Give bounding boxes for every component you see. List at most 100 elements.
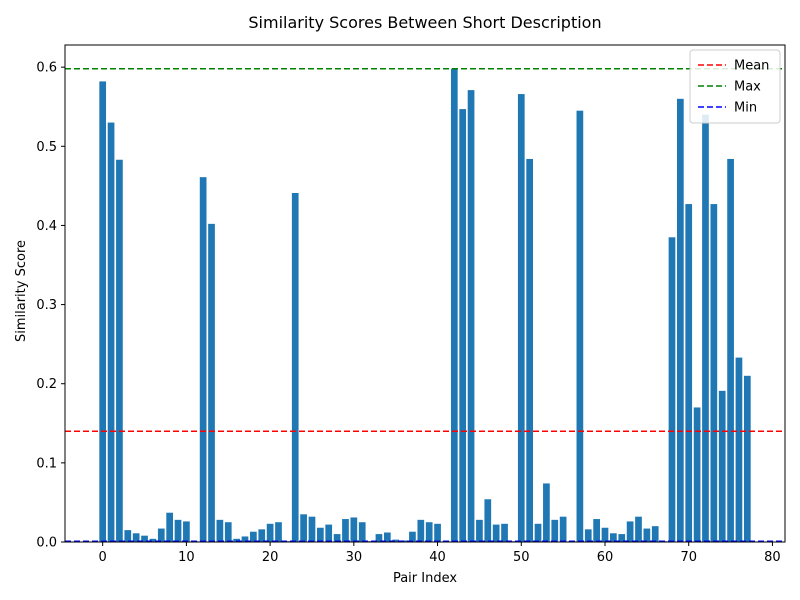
bar-17: [241, 536, 249, 542]
bar-50: [517, 94, 525, 542]
reference-lines-layer: [65, 67, 785, 542]
bar-30: [350, 517, 358, 542]
bar-46: [484, 499, 492, 542]
bar-40: [434, 523, 441, 542]
bar-57: [576, 110, 584, 542]
bar-64: [635, 516, 642, 542]
y-ticks-layer: 0.0 0.1 0.2 0.3 0.4 0.5 0.6: [36, 61, 65, 551]
bar-68: [668, 237, 676, 542]
bar-58: [584, 529, 592, 542]
bar-59: [593, 519, 600, 542]
bar-34: [383, 532, 391, 542]
bar-37: [409, 531, 416, 542]
y-tick-label: 0.5: [36, 140, 57, 155]
bar-61: [610, 533, 617, 542]
bar-4: [132, 533, 140, 542]
x-tick-label: 70: [680, 550, 697, 565]
bar-54: [551, 519, 559, 542]
x-tick-label: 20: [262, 550, 279, 565]
bar-21: [275, 522, 282, 542]
bar-20: [266, 523, 274, 542]
bar-16: [233, 538, 240, 542]
bar-53: [543, 483, 550, 542]
bar-69: [677, 98, 684, 542]
bar-73: [710, 204, 718, 542]
bar-5: [141, 535, 148, 542]
bar-6: [149, 538, 157, 542]
bar-66: [651, 526, 659, 542]
x-tick-label: 30: [346, 550, 363, 565]
bar-18: [250, 531, 257, 542]
bar-51: [526, 158, 533, 542]
bar-55: [559, 516, 567, 542]
x-axis-label: Pair Index: [393, 571, 457, 586]
bar-76: [735, 357, 743, 542]
bar-33: [375, 534, 383, 542]
x-tick-label: 60: [597, 550, 614, 565]
bars-layer: [99, 68, 751, 543]
bar-62: [618, 534, 626, 542]
bar-42: [450, 68, 458, 543]
bar-27: [325, 524, 333, 542]
bar-74: [718, 390, 726, 542]
bar-15: [224, 522, 232, 542]
bar-52: [534, 523, 542, 542]
bar-0: [99, 81, 107, 543]
bar-19: [258, 529, 266, 542]
bar-7: [157, 528, 165, 542]
bar-35: [392, 539, 400, 542]
bar-25: [308, 516, 316, 542]
y-tick-label: 0.1: [36, 456, 57, 471]
y-tick-label: 0.0: [36, 536, 57, 551]
bar-10: [183, 521, 190, 542]
y-tick-label: 0.3: [36, 298, 57, 313]
bar-72: [702, 114, 709, 542]
bar-12: [199, 177, 207, 542]
bar-75: [727, 158, 734, 542]
bar-70: [685, 204, 693, 542]
x-tick-label: 0: [99, 550, 107, 565]
bar-45: [476, 519, 483, 542]
bar-38: [417, 519, 425, 542]
bar-26: [317, 527, 324, 542]
bar-60: [601, 527, 609, 542]
max-legend-label: Max: [734, 80, 761, 95]
bar-24: [300, 514, 307, 542]
y-tick-label: 0.2: [36, 377, 57, 392]
bar-8: [166, 512, 173, 542]
bar-14: [216, 519, 224, 542]
x-tick-label: 50: [513, 550, 530, 565]
x-tick-label: 10: [178, 550, 195, 565]
bar-9: [174, 519, 182, 542]
bar-39: [425, 522, 433, 542]
bar-1: [107, 122, 115, 542]
x-tick-label: 40: [429, 550, 446, 565]
bar-36: [400, 540, 408, 542]
bar-2: [116, 159, 123, 542]
bar-43: [459, 109, 467, 542]
bar-31: [358, 522, 366, 542]
x-tick-label: 80: [764, 550, 781, 565]
bar-44: [467, 90, 475, 543]
legend: Mean Max Min: [689, 49, 781, 124]
y-tick-label: 0.6: [36, 61, 57, 76]
bar-29: [342, 519, 349, 542]
bar-48: [501, 523, 508, 542]
chart-title: Similarity Scores Between Short Descript…: [248, 13, 601, 32]
bar-71: [693, 407, 701, 542]
y-axis-label: Similarity Score: [14, 240, 29, 342]
mean-legend-label: Mean: [734, 59, 769, 74]
bar-65: [643, 528, 651, 542]
legend-box: [689, 49, 781, 124]
bar-13: [208, 223, 215, 543]
bar-63: [626, 521, 634, 542]
bar-3: [124, 530, 132, 542]
y-tick-label: 0.4: [36, 219, 57, 234]
min-legend-label: Min: [734, 101, 757, 116]
bar-23: [291, 192, 299, 543]
x-ticks-layer: 0 10 20 30 40 50 60 70 80: [99, 542, 781, 565]
bar-28: [333, 534, 341, 542]
